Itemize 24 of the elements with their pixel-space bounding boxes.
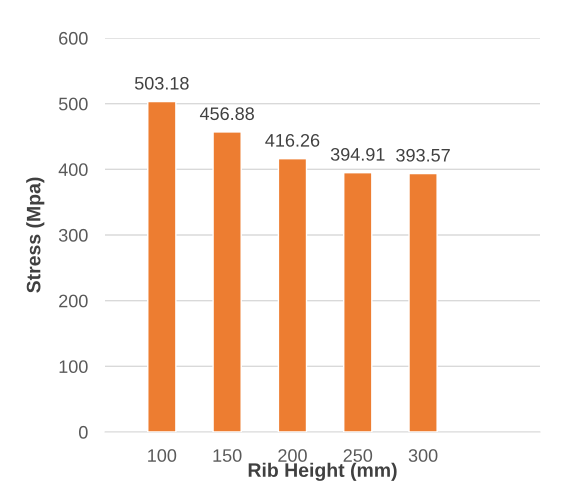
y-tick-label: 500 xyxy=(58,98,88,110)
y-tick-label: 200 xyxy=(59,294,88,308)
data-label: 393.57 xyxy=(396,148,450,162)
x-tick-label: 300 xyxy=(408,449,438,462)
x-tick-label: 250 xyxy=(344,449,372,462)
x-tick-label: 150 xyxy=(213,449,242,462)
bar xyxy=(408,172,438,432)
x-axis-title: Rib Height (mm) xyxy=(248,462,397,481)
y-axis-title: Stress (Mpa) xyxy=(26,178,44,293)
y-tick-label: 300 xyxy=(58,228,88,242)
bar xyxy=(278,158,308,432)
bar xyxy=(343,172,373,432)
data-label: 456.88 xyxy=(200,107,254,120)
y-tick-label: 400 xyxy=(58,163,88,176)
data-label: 503.18 xyxy=(134,76,189,90)
bar xyxy=(212,131,242,432)
data-label: 394.91 xyxy=(330,148,385,161)
x-tick-label: 200 xyxy=(278,449,307,462)
y-tick-label: 600 xyxy=(59,32,88,45)
y-tick-label: 0 xyxy=(79,426,88,439)
y-tick-label: 100 xyxy=(60,360,88,374)
bar xyxy=(147,100,177,432)
x-tick-label: 100 xyxy=(148,449,176,462)
data-label: 416.26 xyxy=(265,134,320,147)
